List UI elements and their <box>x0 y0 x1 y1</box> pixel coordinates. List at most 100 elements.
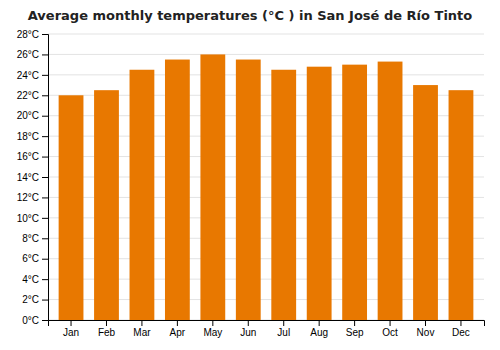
bar <box>236 60 261 320</box>
bar <box>59 95 84 320</box>
x-tick-label: Jul <box>277 327 290 338</box>
x-tick: Apr <box>170 320 186 338</box>
x-tick-mark <box>212 320 213 326</box>
y-tick-mark <box>42 238 48 239</box>
x-tick-mark <box>71 320 72 326</box>
x-tick-mark <box>106 320 107 326</box>
x-tick: Mar <box>133 320 151 338</box>
y-tick-label: 4°C <box>22 274 39 285</box>
grid-line <box>48 74 484 75</box>
y-tick: 12°C <box>17 192 48 203</box>
chart: 0°C 2°C 4°C 6°C 8°C 10°C 12°C 14°C 16°C 18°C 20°C 2… <box>0 0 500 350</box>
bar <box>130 70 155 320</box>
y-tick: 10°C <box>17 213 48 224</box>
y-tick-label: 16°C <box>17 151 39 162</box>
x-axis: Jan Feb Mar Apr May Jun Jul Aug Sep Oct Nov Dec <box>49 320 485 338</box>
y-tick-mark <box>42 300 48 301</box>
y-tick-mark <box>42 75 48 76</box>
x-tick-mark <box>390 320 391 326</box>
y-tick: 0°C <box>22 315 48 326</box>
y-tick: 18°C <box>17 131 48 142</box>
x-tick: May <box>203 320 222 338</box>
x-tick: Dec <box>452 320 470 338</box>
y-tick: 8°C <box>22 233 48 244</box>
y-tick-mark <box>42 95 48 96</box>
x-tick-mark <box>319 320 320 326</box>
grid-line <box>48 34 484 35</box>
bar <box>200 54 225 320</box>
bar <box>94 90 119 320</box>
y-tick: 4°C <box>22 274 48 285</box>
y-tick-mark <box>42 34 48 35</box>
y-tick-label: 28°C <box>17 29 39 40</box>
x-tick-mark <box>248 320 249 326</box>
y-tick-label: 12°C <box>17 192 39 203</box>
y-axis-line <box>42 35 49 321</box>
x-tick-mark <box>460 320 461 326</box>
bar <box>449 90 474 320</box>
y-axis: 0°C 2°C 4°C 6°C 8°C 10°C 12°C 14°C 16°C 18°C 20°C 2… <box>17 29 49 326</box>
x-tick-label: Aug <box>310 327 328 338</box>
title: Average monthly temperatures (°C ) in Sa… <box>28 8 473 23</box>
grid <box>48 34 484 320</box>
y-tick-label: 10°C <box>17 213 39 224</box>
y-tick-mark <box>42 136 48 137</box>
y-tick-mark <box>42 54 48 55</box>
y-tick-mark <box>42 157 48 158</box>
y-tick-label: 14°C <box>17 172 39 183</box>
x-tick-label: Oct <box>382 327 398 338</box>
y-tick-label: 8°C <box>22 233 39 244</box>
x-tick-label: Sep <box>346 327 364 338</box>
x-tick-label: Jun <box>240 327 256 338</box>
bar <box>413 85 438 320</box>
y-tick-label: 0°C <box>22 315 39 326</box>
y-tick-label: 20°C <box>17 110 39 121</box>
bar <box>307 67 332 320</box>
y-tick: 26°C <box>17 49 48 60</box>
y-tick-mark <box>42 116 48 117</box>
x-tick-label: May <box>203 327 222 338</box>
x-tick: Oct <box>382 320 398 338</box>
bars <box>59 54 474 320</box>
y-tick: 6°C <box>22 253 48 264</box>
y-tick: 16°C <box>17 151 48 162</box>
x-tick: Aug <box>310 320 328 338</box>
y-tick-mark <box>42 197 48 198</box>
y-tick: 28°C <box>17 29 48 40</box>
x-tick-mark <box>141 320 142 326</box>
x-tick-mark <box>354 320 355 326</box>
y-tick-label: 6°C <box>22 253 39 264</box>
bar <box>342 65 367 320</box>
x-tick-label: Nov <box>417 327 435 338</box>
y-tick: 24°C <box>17 70 48 81</box>
x-tick: Feb <box>98 320 116 338</box>
x-tick: Jan <box>63 320 79 338</box>
y-tick-mark <box>42 320 48 321</box>
y-tick-mark <box>42 279 48 280</box>
x-tick-label: Dec <box>452 327 470 338</box>
y-tick-mark <box>42 259 48 260</box>
bar <box>165 60 190 320</box>
y-tick: 20°C <box>17 110 48 121</box>
y-tick-label: 26°C <box>17 49 39 60</box>
x-tick-mark <box>425 320 426 326</box>
grid-line <box>48 54 484 55</box>
y-tick-label: 2°C <box>22 294 39 305</box>
x-axis-line <box>49 321 485 327</box>
bar <box>378 62 403 320</box>
y-tick-mark <box>42 218 48 219</box>
y-tick: 2°C <box>22 294 48 305</box>
x-tick: Sep <box>346 320 364 338</box>
x-tick-label: Jan <box>63 327 79 338</box>
x-tick: Jul <box>277 320 290 338</box>
plot: 0°C 2°C 4°C 6°C 8°C 10°C 12°C 14°C 16°C 18°C 20°C 2… <box>17 29 485 338</box>
x-tick-mark <box>177 320 178 326</box>
x-tick-label: Apr <box>170 327 186 338</box>
y-tick: 14°C <box>17 172 48 183</box>
y-tick-label: 18°C <box>17 131 39 142</box>
y-tick: 22°C <box>17 90 48 101</box>
x-tick-label: Mar <box>133 327 151 338</box>
x-tick: Nov <box>417 320 435 338</box>
x-tick-label: Feb <box>98 327 116 338</box>
y-tick-label: 24°C <box>17 70 39 81</box>
